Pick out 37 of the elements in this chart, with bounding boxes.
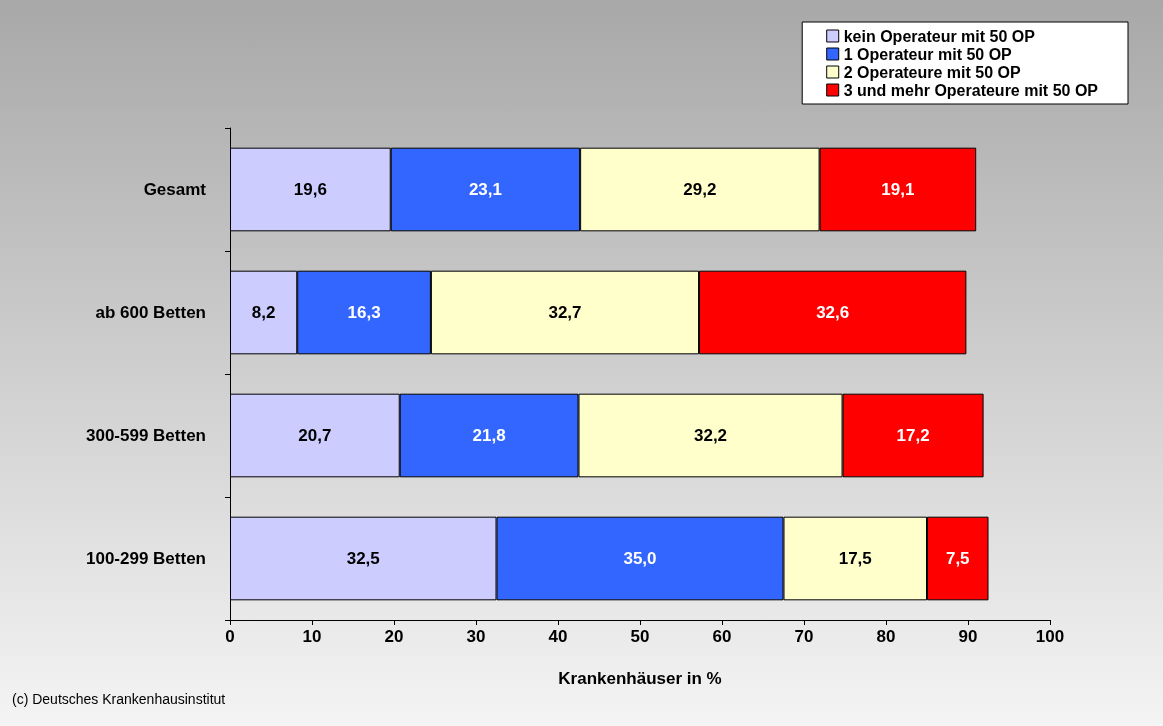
data-label: 16,3	[347, 303, 381, 322]
y-tick-label: Gesamt	[143, 180, 207, 199]
data-label: 35,0	[623, 549, 657, 568]
text: (c) Deutsches Krankenhausinstitut	[12, 691, 226, 707]
data-label: 17,5	[838, 549, 872, 568]
data-label: 8,2	[251, 303, 276, 322]
data-label: 29,2	[683, 180, 717, 199]
y-tick-label: ab 600 Betten	[95, 303, 206, 322]
x-tick-label: 90	[958, 627, 978, 646]
x-tick-label: 30	[466, 627, 486, 646]
x-tick-label: 60	[712, 627, 732, 646]
data-label: 32,2	[693, 426, 728, 445]
legend-label: 3 und mehr Operateure mit 50 OP	[843, 81, 1099, 99]
x-tick-label: 0	[225, 627, 235, 646]
data-label: 32,5	[346, 549, 380, 568]
data-label: 19,6	[293, 180, 327, 199]
data-label: 20,7	[298, 426, 332, 445]
legend-label: 2 Operateure mit 50 OP	[843, 63, 1021, 81]
data-label: 23,1	[468, 180, 502, 199]
data-label: 32,6	[816, 303, 850, 322]
x-tick-label: 50	[630, 627, 650, 646]
data-label: 32,7	[548, 303, 582, 322]
x-tick-label: 40	[548, 627, 568, 646]
data-label: 21,8	[472, 426, 506, 445]
data-label: 7,5	[945, 549, 970, 568]
data-label: 17,2	[896, 426, 930, 445]
data-label: 19,1	[881, 180, 915, 199]
x-tick-label: 100	[1035, 627, 1065, 646]
legend-label: kein Operateur mit 50 OP	[843, 27, 1036, 45]
y-tick-label: 100-299 Betten	[85, 549, 206, 568]
legend-label: 1 Operateur mit 50 OP	[843, 45, 1013, 63]
y-tick-label: 300-599 Betten	[85, 426, 206, 445]
x-tick-label: 10	[302, 627, 322, 646]
x-axis-title: Krankenhäuser in %	[558, 669, 722, 688]
x-tick-label: 80	[876, 627, 896, 646]
x-tick-label: 70	[794, 627, 814, 646]
x-tick-label: 20	[384, 627, 404, 646]
